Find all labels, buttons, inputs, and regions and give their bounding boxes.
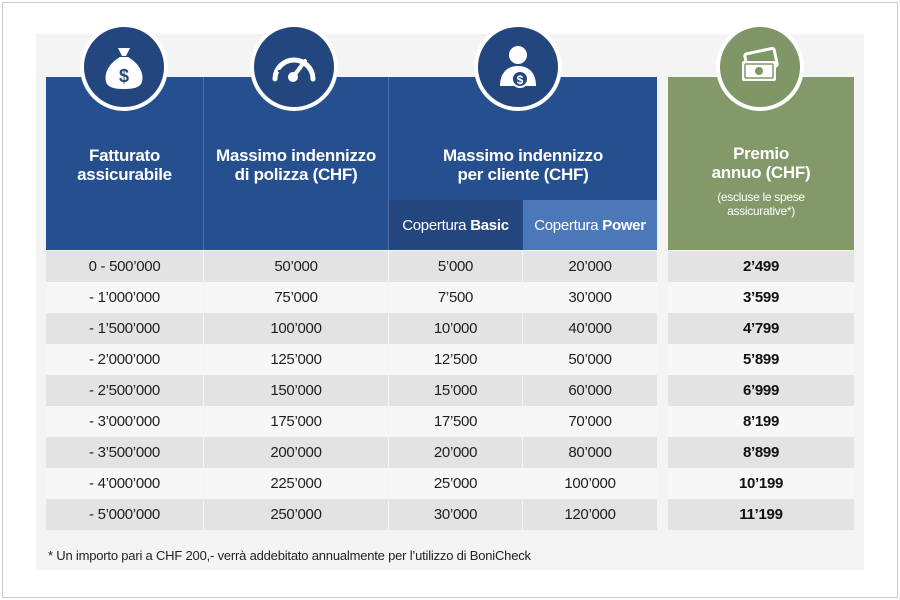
cell-fatturato: 0 - 500’000 <box>46 251 203 282</box>
cell-power: 30’000 <box>523 282 657 313</box>
svg-text:$: $ <box>517 73 524 87</box>
cell-fatturato: - 1’500’000 <box>46 313 203 344</box>
cell-polizza: 100’000 <box>204 313 388 344</box>
table-row: - 2’000’000 125’000 12’500 50’000 5’899 <box>46 344 854 375</box>
power-strong: Power <box>602 216 646 234</box>
money-bag-icon: $ <box>80 23 168 111</box>
header-premio-line1: Premio <box>733 144 789 163</box>
cell-fatturato: - 2’500’000 <box>46 375 203 406</box>
table-row: 0 - 500’000 50’000 5’000 20’000 2’499 <box>46 251 854 282</box>
cell-premio: 10’199 <box>668 468 854 499</box>
header-cliente: Massimo indennizzo per cliente (CHF) <box>389 146 657 184</box>
cell-power: 120’000 <box>523 499 657 530</box>
header-polizza: Massimo indennizzo di polizza (CHF) <box>204 146 388 184</box>
cell-polizza: 150’000 <box>204 375 388 406</box>
svg-text:$: $ <box>119 66 129 86</box>
cell-premio: 8’199 <box>668 406 854 437</box>
cell-power: 100’000 <box>523 468 657 499</box>
table-row: - 2’500’000 150’000 15’000 60’000 6’999 <box>46 375 854 406</box>
cell-premio: 4’799 <box>668 313 854 344</box>
cell-basic: 10’000 <box>389 313 522 344</box>
header-premio-note-line2: assicurative*) <box>727 204 795 218</box>
cell-basic: 20’000 <box>389 437 522 468</box>
header-cliente-line1: Massimo indennizzo <box>443 146 603 165</box>
cell-polizza: 225’000 <box>204 468 388 499</box>
cell-basic: 5’000 <box>389 251 522 282</box>
cell-premio: 11’199 <box>668 499 854 530</box>
cell-power: 60’000 <box>523 375 657 406</box>
table-row: - 1’000’000 75’000 7’500 30’000 3’599 <box>46 282 854 313</box>
header-fatturato-line2: assicurabile <box>77 165 172 184</box>
cell-fatturato: - 3’000’000 <box>46 406 203 437</box>
cell-premio: 3’599 <box>668 282 854 313</box>
subheader-basic: Copertura Basic <box>389 200 522 250</box>
cell-basic: 7’500 <box>389 282 522 313</box>
header-cliente-line2: per cliente (CHF) <box>457 165 589 184</box>
table-row: - 5’000’000 250’000 30’000 120’000 11’199 <box>46 499 854 530</box>
cell-fatturato: - 1’000’000 <box>46 282 203 313</box>
header-fatturato: Fatturato assicurabile <box>46 146 203 184</box>
cell-premio: 6’999 <box>668 375 854 406</box>
power-prefix: Copertura <box>534 216 599 234</box>
cell-basic: 12’500 <box>389 344 522 375</box>
cell-fatturato: - 5’000’000 <box>46 499 203 530</box>
header-premio-line2: annuo (CHF) <box>711 163 811 182</box>
footnote: * Un importo pari a CHF 200,- verrà adde… <box>48 548 531 563</box>
header-fatturato-line1: Fatturato <box>89 146 160 165</box>
cell-power: 80’000 <box>523 437 657 468</box>
cell-fatturato: - 4’000’000 <box>46 468 203 499</box>
cell-polizza: 50’000 <box>204 251 388 282</box>
header-divider <box>388 77 389 250</box>
cell-power: 50’000 <box>523 344 657 375</box>
cell-polizza: 75’000 <box>204 282 388 313</box>
cell-polizza: 175’000 <box>204 406 388 437</box>
cell-basic: 17’500 <box>389 406 522 437</box>
person-dollar-icon: $ <box>474 23 562 111</box>
table-row: - 3’500’000 200’000 20’000 80’000 8’899 <box>46 437 854 468</box>
cell-basic: 15’000 <box>389 375 522 406</box>
subheader-power: Copertura Power <box>523 200 657 250</box>
cell-basic: 30’000 <box>389 499 522 530</box>
cell-premio: 2’499 <box>668 251 854 282</box>
table-row: - 1’500’000 100’000 10’000 40’000 4’799 <box>46 313 854 344</box>
cell-fatturato: - 3’500’000 <box>46 437 203 468</box>
cell-premio: 8’899 <box>668 437 854 468</box>
cell-polizza: 250’000 <box>204 499 388 530</box>
header-premio: Premio annuo (CHF) <box>668 144 854 182</box>
header-divider <box>203 77 204 250</box>
table-row: - 4’000’000 225’000 25’000 100’000 10’199 <box>46 468 854 499</box>
cell-basic: 25’000 <box>389 468 522 499</box>
cell-power: 40’000 <box>523 313 657 344</box>
header-premio-note-line1: (escluse le spese <box>717 190 805 204</box>
basic-strong: Basic <box>470 216 509 234</box>
cell-fatturato: - 2’000’000 <box>46 344 203 375</box>
table-row: - 3’000’000 175’000 17’500 70’000 8’199 <box>46 406 854 437</box>
cell-power: 70’000 <box>523 406 657 437</box>
cell-polizza: 125’000 <box>204 344 388 375</box>
speedometer-icon <box>250 23 338 111</box>
cell-polizza: 200’000 <box>204 437 388 468</box>
header-polizza-line1: Massimo indennizzo <box>216 146 376 165</box>
cell-power: 20’000 <box>523 251 657 282</box>
header-polizza-line2: di polizza (CHF) <box>234 165 358 184</box>
banknotes-icon <box>716 23 804 111</box>
basic-prefix: Copertura <box>402 216 467 234</box>
cell-premio: 5’899 <box>668 344 854 375</box>
header-premio-note: (escluse le spese assicurative*) <box>668 190 854 218</box>
